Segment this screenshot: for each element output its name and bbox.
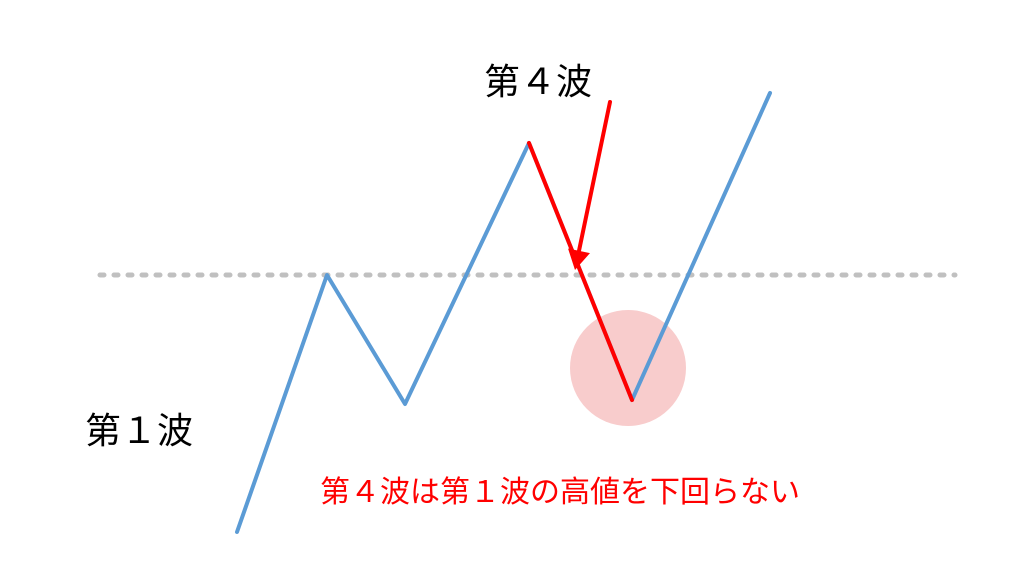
highlight-circle — [570, 310, 686, 426]
wave4-arrow-line — [578, 102, 610, 258]
explanation-text: 第４波は第１波の高値を下回らない — [320, 467, 800, 511]
wave4-label: 第４波 — [484, 53, 592, 105]
wave1-label: 第１波 — [85, 402, 193, 454]
diagram-canvas: 第４波 第１波 第４波は第１波の高値を下回らない — [0, 0, 1024, 573]
